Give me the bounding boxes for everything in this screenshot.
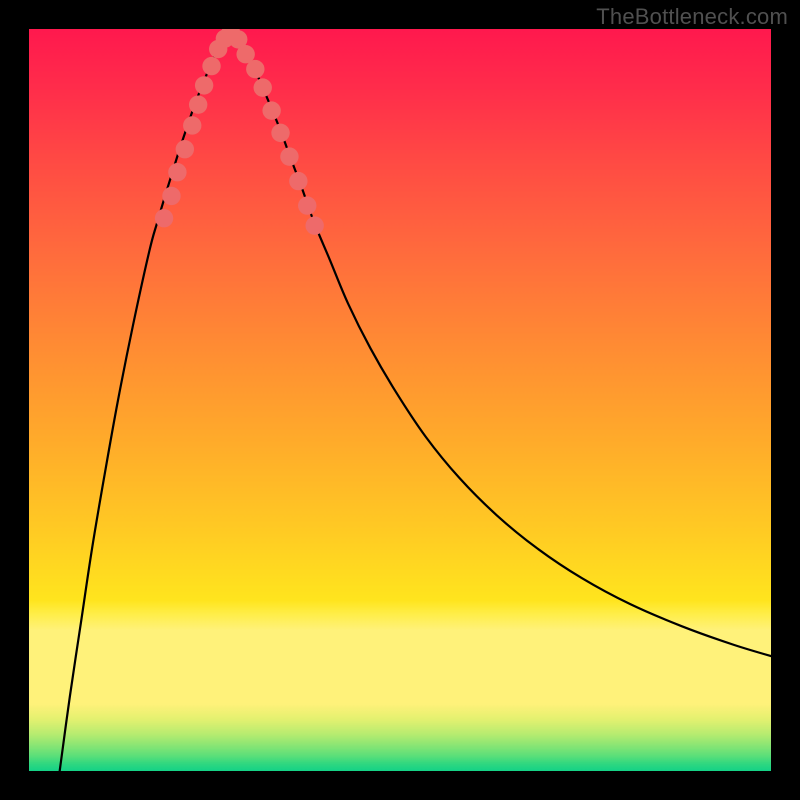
data-marker bbox=[202, 57, 220, 75]
v-curve-right bbox=[229, 29, 771, 658]
data-marker bbox=[183, 116, 201, 134]
data-marker bbox=[168, 163, 186, 181]
data-marker bbox=[254, 78, 272, 96]
v-curve-left bbox=[59, 29, 230, 771]
data-marker bbox=[289, 172, 307, 190]
plot-area bbox=[29, 29, 771, 771]
data-marker bbox=[162, 187, 180, 205]
chart-svg bbox=[29, 29, 771, 771]
marker-group bbox=[155, 29, 324, 235]
data-marker bbox=[305, 216, 323, 234]
watermark-text: TheBottleneck.com bbox=[596, 4, 788, 30]
data-marker bbox=[195, 76, 213, 94]
data-marker bbox=[155, 209, 173, 227]
data-marker bbox=[271, 124, 289, 142]
data-marker bbox=[262, 101, 280, 119]
data-marker bbox=[280, 147, 298, 165]
data-marker bbox=[298, 196, 316, 214]
data-marker bbox=[246, 60, 264, 78]
data-marker bbox=[176, 140, 194, 158]
data-marker bbox=[189, 95, 207, 113]
